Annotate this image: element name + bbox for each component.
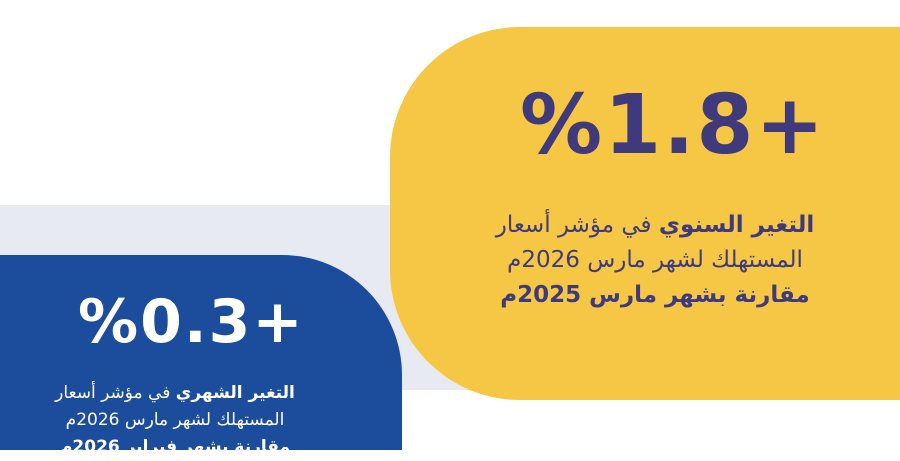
monthly-change-value: %0.3+ [78,287,305,357]
monthly-line-2: المستهلك لشهر مارس 2026م [65,410,285,430]
yearly-change-description: التغير السنوي في مؤشر أسعار المستهلك لشه… [470,208,840,313]
yearly-change-value: %1.8+ [520,78,827,173]
monthly-line-1: التغير الشهري في مؤشر أسعار [40,380,310,407]
yearly-change-card [390,27,900,400]
monthly-line-3: مقارنة بشهر فبراير 2026م [59,437,291,457]
yearly-line-1: التغير السنوي في مؤشر أسعار [470,208,840,243]
yearly-line-2: المستهلك لشهر مارس 2026م [507,247,803,273]
yearly-line-3: مقارنة بشهر مارس 2025م [500,282,810,308]
monthly-line-1-rest: في مؤشر أسعار [55,383,176,403]
monthly-change-description: التغير الشهري في مؤشر أسعار المستهلك لشه… [40,380,310,461]
monthly-change-card [0,255,402,450]
monthly-label: التغير الشهري [175,383,295,403]
yearly-label: التغير السنوي [658,212,815,238]
yearly-line-1-rest: في مؤشر أسعار [495,212,659,238]
